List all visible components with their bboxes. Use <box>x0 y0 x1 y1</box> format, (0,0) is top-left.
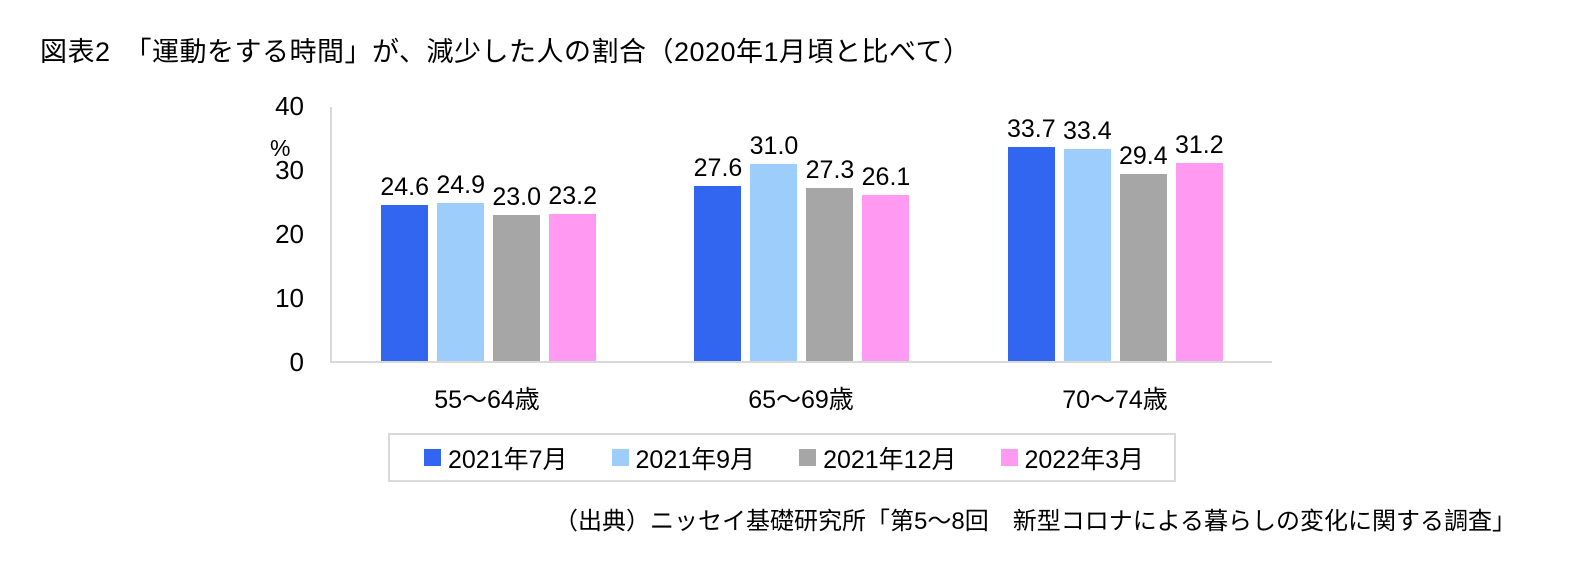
bar-s0-c2: 33.7 <box>1007 115 1056 361</box>
legend: 2021年7月 2021年9月 2021年12月 2022年3月 <box>388 433 1176 482</box>
bar-value-label: 31.0 <box>749 132 799 161</box>
bar-value-label: 23.0 <box>492 182 541 211</box>
bar-s3-c1: 26.1 <box>862 163 910 361</box>
y-axis-tick-20: 20 <box>275 218 304 249</box>
y-axis-tick-10: 10 <box>275 282 304 313</box>
bar-value-label: 26.1 <box>861 163 911 192</box>
bar-group-0: 24.6 24.9 23.0 23.2 <box>380 107 597 361</box>
y-axis-tick-0: 0 <box>289 346 304 377</box>
legend-item-3: 2022年3月 <box>1000 440 1145 476</box>
legend-label: 2021年12月 <box>823 445 957 474</box>
bar-s3-c0: 23.2 <box>548 182 597 361</box>
bar-value-label: 29.4 <box>1118 142 1168 171</box>
legend-swatch-icon <box>799 449 817 466</box>
bar-s2-c2: 29.4 <box>1119 142 1168 361</box>
bar-value-label: 27.3 <box>805 155 855 184</box>
bar-s0-c0: 24.6 <box>380 173 429 361</box>
source-note: （出典）ニッセイ基礎研究所「第5～8回 新型コロナによる暮らしの変化に関する調査… <box>554 508 1516 535</box>
y-axis-tick-40: 40 <box>275 90 304 121</box>
bar-value-label: 33.7 <box>1006 115 1056 144</box>
legend-item-0: 2021年7月 <box>424 440 568 476</box>
category-label-1: 65～69歳 <box>748 386 854 414</box>
unit-label: % <box>270 135 291 161</box>
bar-value-label: 27.6 <box>693 153 743 182</box>
category-label-2: 70～74歳 <box>1062 386 1168 414</box>
bar-value-label: 31.2 <box>1174 130 1224 159</box>
bar-s3-c2: 31.2 <box>1175 131 1224 361</box>
bar-s2-c0: 23.0 <box>492 183 541 361</box>
bar-s2-c1: 27.3 <box>806 156 854 361</box>
legend-label: 2021年7月 <box>448 445 568 474</box>
y-axis-tick-30: 30 <box>275 154 304 185</box>
legend-item-1: 2021年9月 <box>611 440 756 476</box>
bar-group-1: 27.6 31.0 27.3 26.1 <box>694 107 910 361</box>
y-axis: 0 10 20 30 40 <box>230 91 304 377</box>
bar-value-label: 24.9 <box>436 170 485 199</box>
legend-label: 2021年9月 <box>635 445 756 474</box>
plot-area: 24.6 24.9 23.0 23.2 27.6 31.0 27.3 26.1 33.7 33.4… <box>330 107 1272 363</box>
bar-s1-c0: 24.9 <box>436 171 485 361</box>
bar-s1-c1: 31.0 <box>750 132 798 361</box>
legend-swatch-icon <box>1000 449 1018 466</box>
category-label-0: 55～64歳 <box>434 386 540 414</box>
bar-value-label: 23.2 <box>548 181 597 210</box>
bar-s0-c1: 27.6 <box>694 154 742 361</box>
legend-label: 2022年3月 <box>1024 445 1145 474</box>
bar-s1-c2: 33.4 <box>1063 117 1112 361</box>
bar-value-label: 33.4 <box>1062 116 1112 145</box>
legend-swatch-icon <box>611 449 629 466</box>
x-axis-category-labels: 55～64歳 65～69歳 70～74歳 <box>330 380 1272 416</box>
bar-value-label: 24.6 <box>380 172 429 201</box>
bar-group-2: 33.7 33.4 29.4 31.2 <box>1007 107 1224 361</box>
legend-item-2: 2021年12月 <box>799 440 957 476</box>
legend-swatch-icon <box>424 449 441 466</box>
chart-title: 図表2 「運動をする時間」が、減少した人の割合（2020年1月頃と比べて） <box>40 37 971 67</box>
